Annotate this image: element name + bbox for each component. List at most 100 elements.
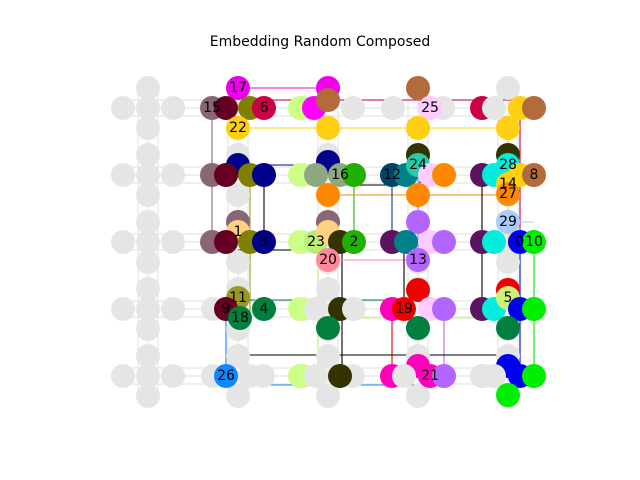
graph-node [214,96,238,120]
graph-node [482,230,506,254]
graph-node [522,364,546,388]
edge-line [238,127,509,260]
graph-node [316,88,340,112]
background-node [161,163,185,187]
background-node [316,384,340,408]
background-node [136,116,160,140]
node-4 [252,297,276,321]
graph-node [238,364,262,388]
background-node [161,364,185,388]
node-label-4: 4 [260,301,269,317]
graph-node [304,364,328,388]
background-node [226,344,250,368]
background-node [136,163,160,187]
node-6 [252,96,276,120]
node-22 [226,116,250,140]
background-node [136,317,160,341]
graph-node [432,364,456,388]
graph-node [316,183,340,207]
background-node [496,76,520,100]
node-label-9: 9 [222,301,231,317]
background-node [136,344,160,368]
node-label-13: 13 [409,252,427,268]
graph-node [392,364,416,388]
node-27 [496,182,520,206]
background-node [136,250,160,274]
graph-node [328,364,352,388]
node-label-1: 1 [234,224,243,240]
node-label-27: 27 [499,186,517,202]
node-10 [522,230,546,254]
node-label-8: 8 [530,167,539,183]
background-node [316,344,340,368]
node-label-2: 2 [350,234,359,250]
node-label-20: 20 [319,252,337,268]
graph-node [482,96,506,120]
node-label-17: 17 [229,80,247,96]
node-18 [228,306,252,330]
node-label-25: 25 [421,100,439,116]
graph-node [482,364,506,388]
graph-node [522,96,546,120]
graph-node [214,230,238,254]
node-label-19: 19 [395,301,413,317]
node-label-14: 14 [499,176,517,192]
node-label-15: 15 [203,100,221,116]
background-node [136,297,160,321]
node-19 [392,297,416,321]
graph-node [522,297,546,321]
node-3 [252,230,276,254]
node-label-26: 26 [217,368,235,384]
background-node [161,297,185,321]
node-label-11: 11 [229,290,247,306]
node-20 [316,248,340,272]
graph-node [496,383,520,407]
node-label-28: 28 [499,157,517,173]
background-node [161,230,185,254]
node-label-10: 10 [525,234,543,250]
background-node [496,250,520,274]
background-node [136,277,160,301]
background-node [136,364,160,388]
node-label-21: 21 [421,368,439,384]
background-node [111,163,135,187]
graph-node [432,230,456,254]
node-label-18: 18 [231,310,249,326]
background-node [341,96,365,120]
graph-node [496,116,520,140]
node-label-12: 12 [383,167,401,183]
background-node [111,230,135,254]
background-node [136,384,160,408]
background-node [136,76,160,100]
graph-node [406,210,430,234]
node-label-3: 3 [260,234,269,250]
graph-node [214,163,238,187]
graph-node [406,116,430,140]
node-label-6: 6 [260,100,269,116]
background-node [316,277,340,301]
background-node [111,297,135,321]
background-node [381,96,405,120]
node-label-24: 24 [409,157,427,173]
node-label-16: 16 [331,167,349,183]
background-node [161,96,185,120]
background-node [136,230,160,254]
background-node [136,96,160,120]
graph-node [304,297,328,321]
graph-node [406,76,430,100]
graph-node [406,316,430,340]
background-node [136,143,160,167]
background-node [111,96,135,120]
background-node [136,183,160,207]
graph-node [342,297,366,321]
graph-node [432,297,456,321]
graph-node [432,163,456,187]
graph-node [394,230,418,254]
graph-node [406,278,430,302]
background-node [406,384,430,408]
node-13 [406,248,430,272]
node-label-29: 29 [499,214,517,230]
node-29 [496,210,520,234]
